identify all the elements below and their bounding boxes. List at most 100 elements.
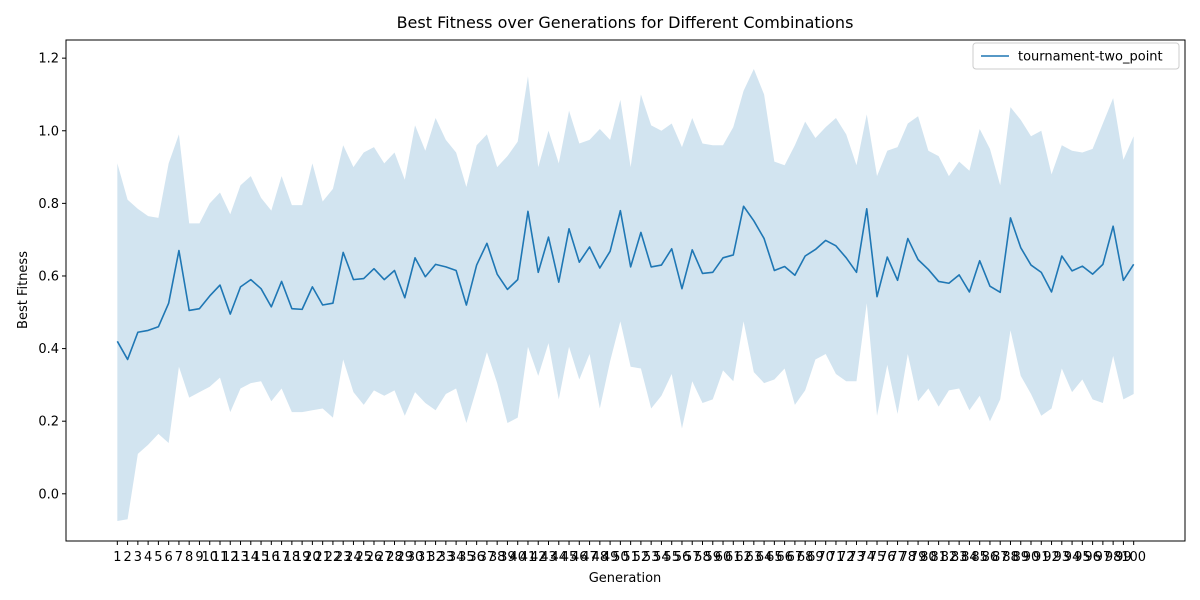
x-tick-label: 19 xyxy=(294,550,311,565)
x-tick-label: 79 xyxy=(910,550,927,565)
x-tick-label: 18 xyxy=(284,550,301,565)
y-tick-label: 1.2 xyxy=(38,52,59,67)
y-tick-label: 0.2 xyxy=(38,415,59,430)
x-tick-label: 74 xyxy=(858,550,875,565)
x-tick-label: 81 xyxy=(930,550,947,565)
x-tick-label: 56 xyxy=(674,550,691,565)
x-tick-label: 53 xyxy=(643,550,660,565)
legend-box xyxy=(972,42,1180,70)
x-tick-label: 54 xyxy=(653,550,670,565)
x-tick-label: 93 xyxy=(1054,550,1071,565)
x-tick-label: 75 xyxy=(869,550,886,565)
x-tick-label: 27 xyxy=(376,550,393,565)
x-tick-label: 11 xyxy=(212,550,229,565)
x-tick-label: 59 xyxy=(704,550,721,565)
y-axis-title: Best Fitness xyxy=(16,251,31,329)
x-tick-label: 34 xyxy=(448,550,465,565)
x-tick-label: 50 xyxy=(612,550,629,565)
x-tick-label: 77 xyxy=(889,550,906,565)
x-tick-label: 100 xyxy=(1121,550,1146,565)
x-tick-label: 30 xyxy=(407,550,424,565)
x-tick-label: 98 xyxy=(1105,550,1122,565)
x-tick-label: 87 xyxy=(992,550,1009,565)
y-tick-label: 0.8 xyxy=(38,197,59,212)
x-tick-label: 46 xyxy=(571,550,588,565)
y-tick-label: 0.4 xyxy=(38,342,59,357)
x-tick-label: 22 xyxy=(325,550,342,565)
legend-label: tournament-two_point xyxy=(1018,50,1163,65)
y-tick-label: 0.6 xyxy=(38,269,59,284)
x-tick-label: 63 xyxy=(746,550,763,565)
x-tick-label: 13 xyxy=(232,550,249,565)
x-tick-label: 4 xyxy=(144,550,152,565)
x-tick-label: 67 xyxy=(787,550,804,565)
x-tick-label: 29 xyxy=(397,550,414,565)
y-tick-label: 0.0 xyxy=(38,487,59,502)
x-tick-label: 97 xyxy=(1095,550,1112,565)
x-tick-label: 41 xyxy=(520,550,537,565)
chart-title: Best Fitness over Generations for Differ… xyxy=(397,13,854,32)
x-tick-label: 45 xyxy=(561,550,578,565)
x-tick-label: 58 xyxy=(694,550,711,565)
x-tick-label: 6 xyxy=(165,550,173,565)
x-tick-label: 21 xyxy=(314,550,331,565)
x-tick-label: 57 xyxy=(684,550,701,565)
x-tick-label: 33 xyxy=(438,550,455,565)
x-tick-label: 61 xyxy=(725,550,742,565)
x-tick-label: 70 xyxy=(817,550,834,565)
plot-frame xyxy=(65,39,1186,542)
x-tick-label: 71 xyxy=(828,550,845,565)
series-line-0 xyxy=(116,205,1135,361)
x-tick-label: 82 xyxy=(941,550,958,565)
x-tick-label: 86 xyxy=(982,550,999,565)
x-tick-label: 1 xyxy=(113,550,121,565)
x-tick-label: 37 xyxy=(479,550,496,565)
x-tick-label: 91 xyxy=(1033,550,1050,565)
x-tick-label: 94 xyxy=(1064,550,1081,565)
x-tick-label: 10 xyxy=(201,550,218,565)
x-tick-label: 42 xyxy=(530,550,547,565)
x-tick-label: 17 xyxy=(273,550,290,565)
x-tick-label: 92 xyxy=(1043,550,1060,565)
x-tick-label: 85 xyxy=(971,550,988,565)
x-tick-label: 32 xyxy=(427,550,444,565)
x-tick-label: 73 xyxy=(848,550,865,565)
x-tick-label: 3 xyxy=(134,550,142,565)
plot-area xyxy=(116,69,1135,522)
x-tick-label: 44 xyxy=(550,550,567,565)
x-tick-label: 9 xyxy=(195,550,203,565)
x-tick-label: 78 xyxy=(900,550,917,565)
x-tick-label: 28 xyxy=(386,550,403,565)
x-tick-label: 38 xyxy=(489,550,506,565)
x-tick-label: 15 xyxy=(253,550,270,565)
x-tick-label: 83 xyxy=(951,550,968,565)
x-tick-label: 84 xyxy=(961,550,978,565)
x-axis: 1 2 3 4 5 6 7 8 91011121314151617181920212223242… xyxy=(113,541,1146,565)
x-tick-label: 72 xyxy=(838,550,855,565)
x-tick-label: 60 xyxy=(715,550,732,565)
x-tick-label: 5 xyxy=(154,550,162,565)
x-tick-label: 20 xyxy=(304,550,321,565)
x-tick-label: 69 xyxy=(807,550,824,565)
x-tick-label: 8 xyxy=(185,550,193,565)
x-tick-label: 68 xyxy=(797,550,814,565)
x-tick-label: 12 xyxy=(222,550,239,565)
x-tick-label: 25 xyxy=(355,550,372,565)
x-tick-label: 64 xyxy=(756,550,773,565)
x-tick-label: 62 xyxy=(735,550,752,565)
x-tick-label: 16 xyxy=(263,550,280,565)
x-tick-label: 66 xyxy=(776,550,793,565)
x-tick-label: 47 xyxy=(581,550,598,565)
x-tick-label: 90 xyxy=(1023,550,1040,565)
x-tick-label: 52 xyxy=(633,550,650,565)
series-band-0 xyxy=(117,69,1134,522)
x-tick-label: 23 xyxy=(335,550,352,565)
x-tick-label: 95 xyxy=(1074,550,1091,565)
x-tick-label: 35 xyxy=(458,550,475,565)
x-tick-label: 36 xyxy=(468,550,485,565)
x-tick-label: 80 xyxy=(920,550,937,565)
x-tick-label: 39 xyxy=(499,550,516,565)
x-axis-title: Generation xyxy=(589,571,662,586)
x-tick-label: 31 xyxy=(417,550,434,565)
